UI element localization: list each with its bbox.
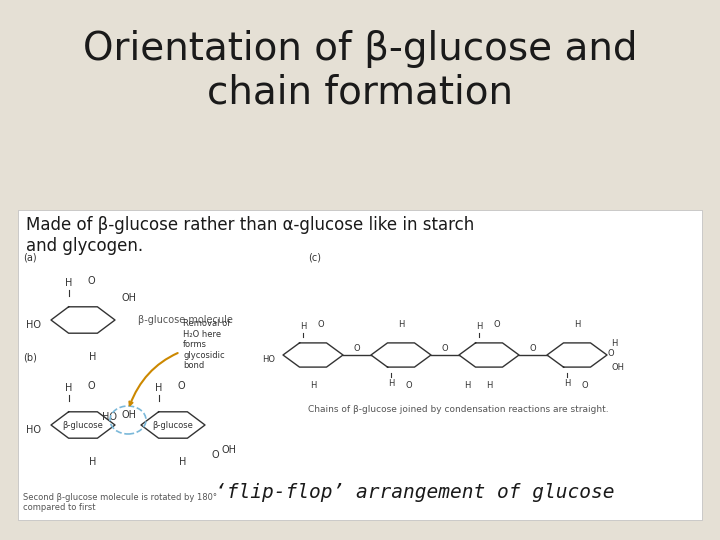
Text: O: O [87,276,94,286]
Text: O: O [211,450,219,460]
Text: H: H [611,339,617,348]
Text: Made of β-glucose rather than α-glucose like in starch
and glycogen.: Made of β-glucose rather than α-glucose … [26,216,474,255]
Text: HO: HO [26,320,41,330]
Text: H: H [398,320,404,329]
Text: O: O [317,320,323,329]
Text: H: H [89,352,96,362]
Text: H: H [464,381,470,390]
Text: O: O [405,381,412,390]
Bar [18,210,702,520]
Text: (c): (c) [308,252,321,262]
Text: O: O [87,381,94,391]
Text: HO: HO [102,412,117,422]
Text: O: O [581,381,588,390]
Text: β-glucose molecule: β-glucose molecule [138,315,233,325]
Text: β-glucose: β-glucose [153,421,194,429]
Text: ‘flip-flop’ arrangement of glucose: ‘flip-flop’ arrangement of glucose [215,483,614,502]
Text: H: H [66,278,73,288]
Text: O: O [607,348,613,357]
Text: H: H [310,381,316,390]
Text: OH: OH [611,362,624,372]
Text: HO: HO [262,355,275,364]
Text: H: H [388,379,394,388]
Text: OH: OH [121,410,136,420]
Text: H: H [156,383,163,393]
Text: β-glucose: β-glucose [63,421,104,429]
Text: Orientation of β-glucose and
chain formation: Orientation of β-glucose and chain forma… [83,30,637,112]
Text: HO: HO [26,425,41,435]
Text: Second β-glucose molecule is rotated by 180°
compared to first: Second β-glucose molecule is rotated by … [23,492,217,512]
Text: H: H [564,379,570,388]
Text: O: O [177,381,184,391]
Text: H: H [89,457,96,467]
Text: H: H [300,322,306,331]
Text: (b): (b) [23,352,37,362]
Text: Chains of β-glucose joined by condensation reactions are straight.: Chains of β-glucose joined by condensati… [308,406,608,415]
Text: O: O [354,344,360,353]
Text: H: H [486,381,492,390]
Text: OH: OH [221,445,236,455]
Text: H: H [476,322,482,331]
Text: H: H [574,320,580,329]
Text: O: O [530,344,536,353]
Text: Removal of
H₂O here
forms
glycosidic
bond: Removal of H₂O here forms glycosidic bon… [130,319,230,405]
Text: O: O [441,344,449,353]
Text: O: O [493,320,500,329]
Text: OH: OH [121,293,136,303]
Text: (a): (a) [23,252,37,262]
Text: H: H [179,457,186,467]
Text: H: H [66,383,73,393]
